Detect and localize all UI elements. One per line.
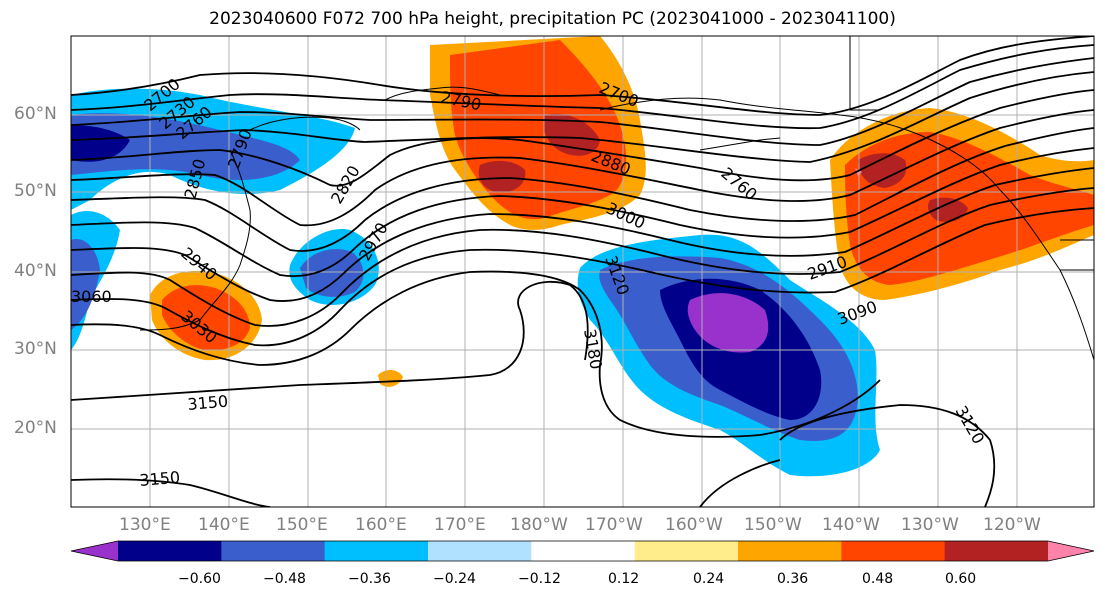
colorbar-extend-low xyxy=(71,541,118,561)
height-contours xyxy=(71,36,1094,507)
colorbar-segment xyxy=(841,541,946,561)
lon-label: 130°W xyxy=(901,515,959,535)
contour-label: 3090 xyxy=(835,297,880,329)
lat-label: 30°N xyxy=(14,339,57,359)
colorbar-tick-label: −0.36 xyxy=(348,571,391,587)
lon-label: 170°E xyxy=(434,515,486,535)
graticule xyxy=(71,36,1094,507)
lon-label: 120°W xyxy=(983,515,1041,535)
contour-label: 3150 xyxy=(139,468,181,490)
colorbar-tick-label: −0.60 xyxy=(178,571,221,587)
colorbar-outline xyxy=(70,540,1095,562)
lon-label: 160°W xyxy=(665,515,723,535)
lat-label: 40°N xyxy=(14,261,57,281)
lon-label: 170°W xyxy=(585,515,643,535)
colorbar-tick-label: −0.48 xyxy=(263,571,306,587)
lon-label: 180°W xyxy=(510,515,568,535)
lat-label: 50°N xyxy=(14,181,57,201)
colorbar-tick-label: 0.24 xyxy=(693,571,725,587)
colorbar xyxy=(70,540,1095,562)
colorbar-tick-label: 0.36 xyxy=(777,571,809,587)
lat-label: 60°N xyxy=(14,104,57,124)
lat-label: 20°N xyxy=(14,418,57,438)
colorbar-segment xyxy=(634,541,739,561)
lon-label: 140°W xyxy=(822,515,880,535)
contour-label: 3060 xyxy=(71,287,112,306)
lon-label: 160°E xyxy=(355,515,407,535)
colorbar-tick-label: −0.12 xyxy=(518,571,561,587)
lon-label: 130°E xyxy=(119,515,171,535)
coastlines xyxy=(139,36,1094,361)
contour-label: 3120 xyxy=(952,403,989,448)
colorbar-extend-high xyxy=(1048,541,1094,561)
colorbar-segment xyxy=(324,541,429,561)
map-title: 2023040600 F072 700 hPa height, precipit… xyxy=(209,9,896,29)
colorbar-tick-label: 0.48 xyxy=(862,571,894,587)
lon-label: 150°W xyxy=(744,515,802,535)
colorbar-tick-label: 0.12 xyxy=(608,571,640,587)
precip-shading xyxy=(71,36,1094,477)
contour-label: 2910 xyxy=(805,252,850,284)
colorbar-tick-label: 0.60 xyxy=(945,571,977,587)
colorbar-segment xyxy=(118,541,222,561)
lon-label: 150°E xyxy=(276,515,328,535)
colorbar-tick-label: −0.24 xyxy=(433,571,476,587)
colorbar-segment xyxy=(428,541,532,561)
contour-label: 3150 xyxy=(187,392,229,414)
map-frame xyxy=(70,35,1095,508)
colorbar-segment xyxy=(221,541,326,561)
lon-label: 140°E xyxy=(198,515,250,535)
colorbar-segment xyxy=(738,541,842,561)
colorbar-segment xyxy=(531,541,636,561)
colorbar-segment xyxy=(944,541,1049,561)
